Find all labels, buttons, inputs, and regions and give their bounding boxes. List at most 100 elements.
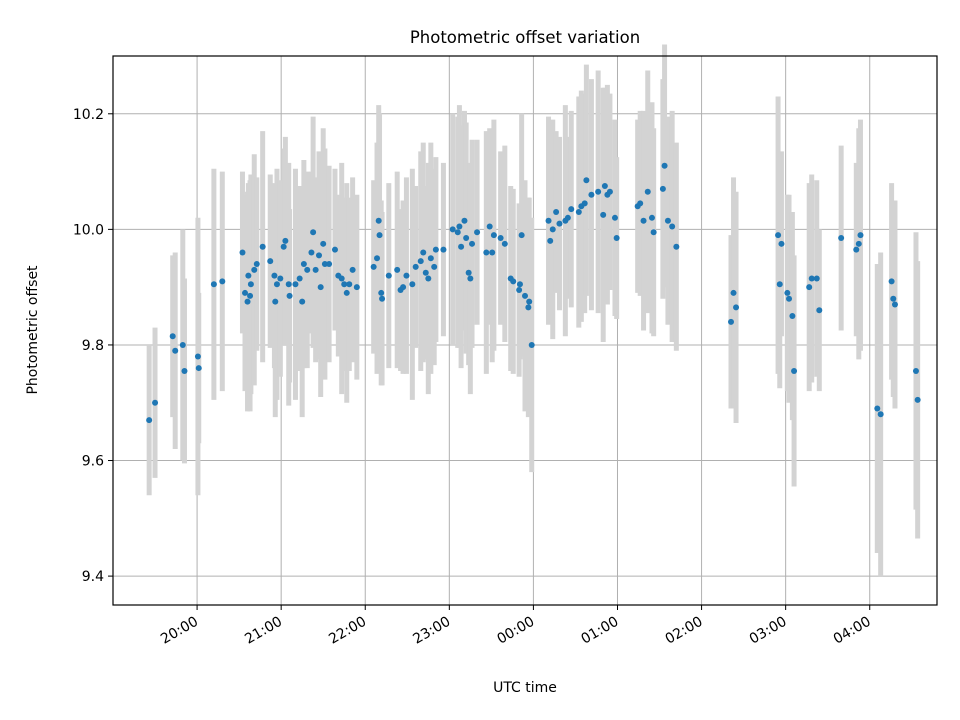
- data-point: [454, 229, 461, 236]
- data-point: [253, 261, 260, 268]
- data-point: [816, 307, 823, 314]
- data-point: [568, 206, 575, 213]
- data-point: [510, 278, 517, 285]
- data-point: [483, 249, 490, 256]
- data-point: [474, 229, 481, 236]
- data-point: [194, 353, 201, 360]
- data-point: [379, 295, 386, 302]
- data-point: [775, 232, 782, 239]
- data-point: [425, 275, 432, 282]
- data-point: [353, 284, 360, 291]
- data-point: [239, 249, 246, 256]
- data-point: [813, 275, 820, 282]
- data-point: [888, 278, 895, 285]
- data-point: [219, 278, 226, 285]
- data-point: [776, 281, 783, 288]
- y-tick-label: 10.2: [73, 107, 104, 123]
- data-point: [553, 209, 560, 216]
- data-point: [467, 275, 474, 282]
- data-point: [588, 191, 595, 198]
- data-point: [528, 341, 535, 348]
- data-point: [808, 275, 815, 282]
- data-point: [146, 417, 153, 424]
- data-point: [490, 232, 497, 239]
- x-axis-label: UTC time: [493, 680, 557, 696]
- data-point: [463, 235, 470, 242]
- data-point: [600, 211, 607, 218]
- data-point: [285, 281, 292, 288]
- data-point: [272, 298, 279, 305]
- data-point: [412, 263, 419, 270]
- data-point: [449, 226, 456, 233]
- data-point: [637, 200, 644, 207]
- data-point: [601, 183, 608, 190]
- data-point: [370, 263, 377, 270]
- data-point: [469, 240, 476, 247]
- data-point: [595, 188, 602, 195]
- data-point: [267, 258, 274, 265]
- data-point: [659, 185, 666, 192]
- data-point: [661, 162, 668, 169]
- data-point: [432, 246, 439, 253]
- data-point: [317, 284, 324, 291]
- data-point: [581, 200, 588, 207]
- data-point: [247, 292, 254, 299]
- data-point: [778, 240, 785, 247]
- data-point: [912, 367, 919, 374]
- data-point: [501, 240, 508, 247]
- data-point: [640, 217, 647, 224]
- data-point: [516, 287, 523, 294]
- grid-lines: [113, 56, 937, 605]
- data-points: [146, 162, 921, 424]
- data-point: [292, 281, 299, 288]
- data-point: [304, 266, 311, 273]
- data-point: [169, 333, 176, 340]
- data-point: [465, 269, 472, 276]
- data-point: [409, 281, 416, 288]
- data-point: [456, 223, 463, 230]
- data-point: [838, 235, 845, 242]
- data-point: [247, 281, 254, 288]
- plot-frame: [112, 55, 938, 606]
- data-point: [343, 289, 350, 296]
- data-point: [613, 235, 620, 242]
- data-point: [326, 261, 333, 268]
- data-point: [321, 261, 328, 268]
- data-point: [914, 396, 921, 403]
- data-point: [431, 263, 438, 270]
- data-point: [545, 217, 552, 224]
- data-point: [316, 252, 322, 259]
- data-point: [417, 258, 424, 265]
- data-point: [877, 411, 884, 418]
- data-point: [489, 249, 496, 256]
- data-point: [733, 304, 740, 311]
- data-point: [300, 261, 307, 268]
- data-point: [179, 341, 186, 348]
- data-point: [195, 365, 202, 372]
- data-point: [400, 284, 407, 291]
- data-point: [789, 313, 796, 320]
- data-point: [564, 214, 571, 221]
- data-point: [286, 292, 293, 299]
- data-point: [375, 217, 382, 224]
- data-point: [664, 217, 671, 224]
- data-point: [152, 399, 159, 406]
- data-point: [172, 347, 179, 354]
- data-point: [547, 237, 554, 244]
- data-point: [420, 249, 427, 256]
- data-point: [374, 255, 381, 262]
- data-point: [277, 275, 284, 282]
- y-tick-label: 9.4: [82, 569, 104, 585]
- data-point: [271, 272, 278, 279]
- data-point: [308, 249, 315, 256]
- data-point: [526, 298, 533, 305]
- data-point: [855, 240, 862, 247]
- data-point: [890, 295, 897, 302]
- data-point: [378, 289, 385, 296]
- data-point: [853, 246, 860, 253]
- data-point: [427, 255, 434, 262]
- data-point: [650, 229, 657, 236]
- data-point: [346, 281, 353, 288]
- data-point: [181, 367, 188, 374]
- data-point: [516, 281, 523, 288]
